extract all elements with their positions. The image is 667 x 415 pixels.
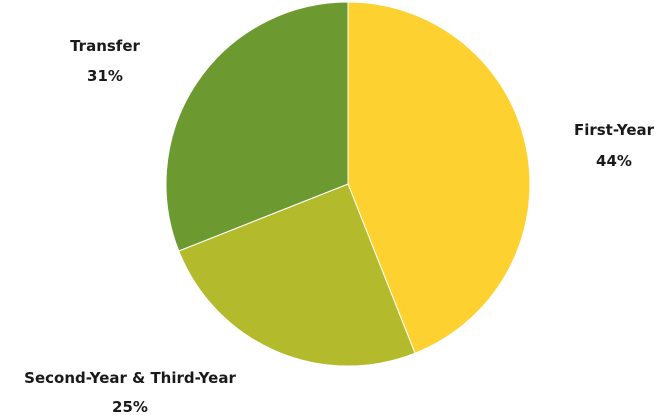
- pie-labels: First-Year 44% Second-Year & Third-Year …: [24, 37, 654, 415]
- slice-label-transfer-value: 31%: [87, 67, 123, 85]
- pie-slice-first-year: [347, 1, 531, 354]
- slice-label-first-year-value: 44%: [596, 152, 632, 170]
- pie-slices: [165, 1, 531, 367]
- pie-slice-second-year-third-year: [178, 183, 416, 367]
- slice-label-second-third-year-name: Second-Year & Third-Year: [24, 369, 236, 387]
- slice-label-second-third-year-value: 25%: [112, 398, 148, 415]
- slice-label-transfer-name: Transfer: [70, 37, 140, 55]
- pie-slice-transfer: [165, 1, 349, 252]
- slice-label-first-year-name: First-Year: [574, 121, 655, 139]
